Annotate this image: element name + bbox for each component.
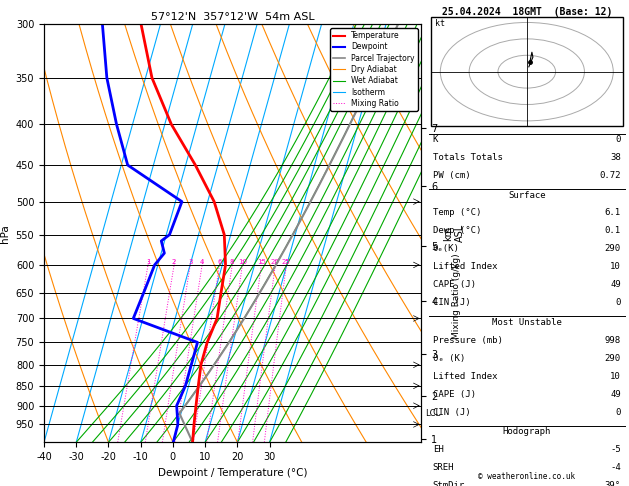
Text: 4: 4 — [200, 259, 204, 265]
Text: Totals Totals: Totals Totals — [433, 153, 503, 162]
Text: SREH: SREH — [433, 463, 454, 472]
Text: CAPE (J): CAPE (J) — [433, 280, 476, 290]
Text: 2: 2 — [172, 259, 176, 265]
Text: 6: 6 — [217, 259, 221, 265]
Text: CAPE (J): CAPE (J) — [433, 390, 476, 399]
Text: kt: kt — [435, 19, 445, 29]
Text: CIN (J): CIN (J) — [433, 298, 470, 308]
Text: 290: 290 — [604, 244, 621, 254]
Text: EH: EH — [433, 445, 443, 454]
Bar — [431, 17, 623, 126]
Text: 0: 0 — [615, 135, 621, 144]
Text: 290: 290 — [604, 354, 621, 363]
Legend: Temperature, Dewpoint, Parcel Trajectory, Dry Adiabat, Wet Adiabat, Isotherm, Mi: Temperature, Dewpoint, Parcel Trajectory… — [330, 28, 418, 111]
Text: 49: 49 — [610, 390, 621, 399]
Text: θₑ (K): θₑ (K) — [433, 354, 465, 363]
Text: 15: 15 — [257, 259, 266, 265]
Text: Hodograph: Hodograph — [503, 427, 551, 436]
Text: Pressure (mb): Pressure (mb) — [433, 336, 503, 345]
Text: 49: 49 — [610, 280, 621, 290]
Text: 10: 10 — [610, 262, 621, 272]
Text: Temp (°C): Temp (°C) — [433, 208, 481, 218]
Text: 0.72: 0.72 — [599, 171, 621, 180]
Text: 0: 0 — [615, 408, 621, 417]
Text: K: K — [433, 135, 438, 144]
Text: 10: 10 — [238, 259, 247, 265]
Text: Most Unstable: Most Unstable — [492, 318, 562, 327]
Text: -5: -5 — [610, 445, 621, 454]
Text: 1: 1 — [146, 259, 150, 265]
Text: 10: 10 — [610, 372, 621, 381]
Text: 6.1: 6.1 — [604, 208, 621, 218]
Text: LCL: LCL — [425, 409, 440, 418]
Text: 20: 20 — [271, 259, 280, 265]
Text: 3: 3 — [188, 259, 192, 265]
Text: θₑ(K): θₑ(K) — [433, 244, 460, 254]
Title: 57°12'N  357°12'W  54m ASL: 57°12'N 357°12'W 54m ASL — [151, 12, 314, 22]
Text: CIN (J): CIN (J) — [433, 408, 470, 417]
Text: Lifted Index: Lifted Index — [433, 262, 498, 272]
Text: 25: 25 — [282, 259, 291, 265]
Text: Lifted Index: Lifted Index — [433, 372, 498, 381]
Y-axis label: km
ASL: km ASL — [443, 224, 465, 243]
Text: Dewp (°C): Dewp (°C) — [433, 226, 481, 236]
Text: PW (cm): PW (cm) — [433, 171, 470, 180]
Text: 38: 38 — [610, 153, 621, 162]
Y-axis label: hPa: hPa — [0, 224, 10, 243]
Text: 0: 0 — [615, 298, 621, 308]
Text: 39°: 39° — [604, 481, 621, 486]
X-axis label: Dewpoint / Temperature (°C): Dewpoint / Temperature (°C) — [158, 468, 308, 478]
Text: Surface: Surface — [508, 191, 545, 200]
Text: © weatheronline.co.uk: © weatheronline.co.uk — [478, 472, 576, 481]
Text: StmDir: StmDir — [433, 481, 465, 486]
Text: 998: 998 — [604, 336, 621, 345]
Text: -4: -4 — [610, 463, 621, 472]
Text: 25.04.2024  18GMT  (Base: 12): 25.04.2024 18GMT (Base: 12) — [442, 7, 612, 17]
Text: 8: 8 — [230, 259, 235, 265]
Text: Mixing Ratio (g/kg): Mixing Ratio (g/kg) — [452, 253, 460, 339]
Text: 0.1: 0.1 — [604, 226, 621, 236]
